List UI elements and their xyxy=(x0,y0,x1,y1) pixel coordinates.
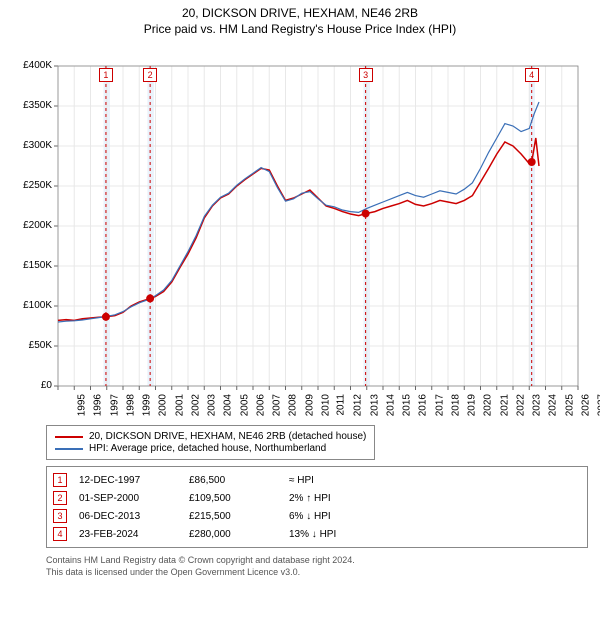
transaction-price: £215,500 xyxy=(189,511,289,522)
y-axis-label: £400K xyxy=(12,60,52,71)
x-axis-label: 2025 xyxy=(564,394,575,416)
x-axis-label: 2016 xyxy=(418,394,429,416)
transaction-date: 12-DEC-1997 xyxy=(79,475,189,486)
legend-swatch-property xyxy=(55,436,83,438)
x-axis-label: 2018 xyxy=(450,394,461,416)
transaction-price: £280,000 xyxy=(189,529,289,540)
legend: 20, DICKSON DRIVE, HEXHAM, NE46 2RB (det… xyxy=(46,425,375,460)
y-axis-label: £150K xyxy=(12,260,52,271)
x-axis-label: 1999 xyxy=(141,394,152,416)
y-axis-label: £50K xyxy=(12,340,52,351)
y-axis-label: £100K xyxy=(12,300,52,311)
y-axis-label: £250K xyxy=(12,180,52,191)
title-subtitle: Price paid vs. HM Land Registry's House … xyxy=(0,22,600,36)
x-axis-label: 2013 xyxy=(369,394,380,416)
x-axis-label: 1998 xyxy=(125,394,136,416)
legend-row-property: 20, DICKSON DRIVE, HEXHAM, NE46 2RB (det… xyxy=(55,431,366,442)
x-axis-label: 2021 xyxy=(499,394,510,416)
transaction-date: 23-FEB-2024 xyxy=(79,529,189,540)
chart-marker-badge: 2 xyxy=(143,68,157,82)
transaction-row: 2 01-SEP-2000£109,5002% ↑ HPI xyxy=(53,489,581,507)
x-axis-label: 2008 xyxy=(288,394,299,416)
transaction-badge: 1 xyxy=(53,473,67,487)
chart-area: £0 £50K £100K £150K £200K £250K £300K £350K £400… xyxy=(12,46,588,421)
chart-marker-badge: 3 xyxy=(359,68,373,82)
title-block: 20, DICKSON DRIVE, HEXHAM, NE46 2RB Pric… xyxy=(0,0,600,36)
transaction-badge: 4 xyxy=(53,527,67,541)
x-axis-label: 1995 xyxy=(76,394,87,416)
transactions-table: 1 12-DEC-1997£86,500≈ HPI 2 01-SEP-2000£109… xyxy=(46,466,588,548)
title-address: 20, DICKSON DRIVE, HEXHAM, NE46 2RB xyxy=(0,6,600,20)
transaction-diff: ≈ HPI xyxy=(289,475,399,486)
footer-line-2: This data is licensed under the Open Gov… xyxy=(46,566,588,578)
transaction-price: £109,500 xyxy=(189,493,289,504)
legend-label-hpi: HPI: Average price, detached house, Nort… xyxy=(89,443,326,454)
legend-row-hpi: HPI: Average price, detached house, Nort… xyxy=(55,443,366,454)
transaction-date: 01-SEP-2000 xyxy=(79,493,189,504)
x-axis-label: 2001 xyxy=(174,394,185,416)
x-axis-label: 2006 xyxy=(255,394,266,416)
y-axis-label: £200K xyxy=(12,220,52,231)
x-axis-label: 2026 xyxy=(580,394,591,416)
x-axis-label: 2000 xyxy=(158,394,169,416)
chart-svg xyxy=(12,46,588,421)
footer-line-1: Contains HM Land Registry data © Crown c… xyxy=(46,554,588,566)
transaction-badge: 2 xyxy=(53,491,67,505)
transaction-row: 4 23-FEB-2024£280,00013% ↓ HPI xyxy=(53,525,581,543)
x-axis-label: 1997 xyxy=(109,394,120,416)
transaction-badge: 3 xyxy=(53,509,67,523)
x-axis-label: 2010 xyxy=(320,394,331,416)
transaction-row: 3 06-DEC-2013£215,5006% ↓ HPI xyxy=(53,507,581,525)
x-axis-label: 2022 xyxy=(515,394,526,416)
x-axis-label: 2027 xyxy=(596,394,600,416)
x-axis-label: 2007 xyxy=(271,394,282,416)
x-axis-label: 2024 xyxy=(548,394,559,416)
chart-marker-badge: 4 xyxy=(525,68,539,82)
transaction-diff: 13% ↓ HPI xyxy=(289,529,399,540)
x-axis-label: 1996 xyxy=(93,394,104,416)
transaction-row: 1 12-DEC-1997£86,500≈ HPI xyxy=(53,471,581,489)
x-axis-label: 2017 xyxy=(434,394,445,416)
legend-swatch-hpi xyxy=(55,448,83,450)
legend-label-property: 20, DICKSON DRIVE, HEXHAM, NE46 2RB (det… xyxy=(89,431,366,442)
x-axis-label: 2004 xyxy=(223,394,234,416)
x-axis-label: 2019 xyxy=(466,394,477,416)
x-axis-label: 2020 xyxy=(483,394,494,416)
y-axis-label: £350K xyxy=(12,100,52,111)
x-axis-label: 2012 xyxy=(353,394,364,416)
x-axis-label: 2011 xyxy=(336,394,347,416)
chart-marker-badge: 1 xyxy=(99,68,113,82)
x-axis-label: 2005 xyxy=(239,394,250,416)
x-axis-label: 2014 xyxy=(385,394,396,416)
x-axis-label: 2023 xyxy=(531,394,542,416)
transaction-date: 06-DEC-2013 xyxy=(79,511,189,522)
x-axis-label: 2002 xyxy=(190,394,201,416)
y-axis-label: £300K xyxy=(12,140,52,151)
x-axis-label: 2003 xyxy=(206,394,217,416)
footer: Contains HM Land Registry data © Crown c… xyxy=(46,554,588,578)
y-axis-label: £0 xyxy=(12,380,52,391)
x-axis-label: 2009 xyxy=(304,394,315,416)
x-axis-label: 2015 xyxy=(401,394,412,416)
chart-container: 20, DICKSON DRIVE, HEXHAM, NE46 2RB Pric… xyxy=(0,0,600,620)
transaction-price: £86,500 xyxy=(189,475,289,486)
transaction-diff: 2% ↑ HPI xyxy=(289,493,399,504)
transaction-diff: 6% ↓ HPI xyxy=(289,511,399,522)
